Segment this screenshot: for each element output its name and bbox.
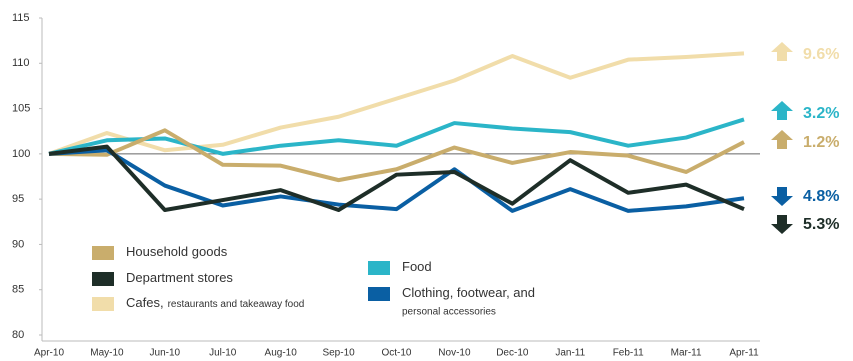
legend-label: Clothing, footwear, and (402, 285, 535, 300)
x-tick-label: Jun-10 (150, 348, 181, 359)
x-tick-label: Jan-11 (555, 348, 585, 359)
series-line (48, 128, 745, 183)
y-tick-label: 105 (12, 102, 30, 114)
x-tick-label: Oct-10 (381, 348, 411, 359)
series-line (48, 51, 745, 156)
x-tick-label: Apr-10 (34, 348, 64, 359)
legend-name: Department stores (126, 270, 233, 285)
legend-label: Cafes, restaurants and takeaway food (126, 295, 304, 310)
x-tick-label: Mar-11 (671, 348, 702, 359)
legend-name: Clothing, footwear, and (402, 285, 535, 300)
series-line (48, 144, 745, 213)
series-line (48, 117, 745, 156)
legend-swatch (92, 297, 114, 311)
x-tick-label: Apr-11 (729, 348, 759, 359)
change-arrow (771, 215, 793, 234)
change-label: 3.2% (803, 105, 839, 122)
change-arrow (771, 130, 793, 149)
x-tick-label: Nov-10 (438, 348, 471, 359)
legend-detail: restaurants and takeaway food (168, 299, 305, 310)
legend-label: Food (402, 259, 432, 274)
y-tick-label: 90 (12, 238, 24, 250)
change-arrow (771, 101, 793, 120)
legend-swatch (92, 246, 114, 260)
x-tick-label: Sep-10 (322, 348, 355, 359)
legend-name: Household goods (126, 244, 228, 259)
legend-label: Department stores (126, 270, 233, 285)
change-label: 1.2% (803, 134, 839, 151)
legend-detail: personal accessories (402, 307, 496, 318)
y-tick-label: 110 (12, 57, 30, 69)
x-tick-label: Aug-10 (265, 348, 298, 359)
legend-swatch (368, 261, 390, 275)
legend-label: Household goods (126, 244, 228, 259)
legend-swatch (92, 272, 114, 286)
x-tick-label: Jul-10 (209, 348, 237, 359)
legend-name: Food (402, 259, 432, 274)
change-label: 9.6% (803, 46, 839, 63)
y-tick-label: 115 (12, 12, 30, 24)
x-tick-label: Feb-11 (613, 348, 644, 359)
change-label: 4.8% (803, 188, 839, 205)
series-line (48, 148, 745, 213)
legend-swatch (368, 287, 390, 301)
y-tick-label: 80 (12, 329, 24, 341)
y-tick-label: 100 (12, 148, 30, 160)
legend-name: Cafes, (126, 295, 164, 310)
x-tick-label: Dec-10 (496, 348, 529, 359)
y-tick-label: 85 (12, 284, 24, 296)
change-arrow (771, 42, 793, 61)
change-label: 5.3% (803, 216, 839, 233)
y-tick-label: 95 (12, 193, 24, 205)
x-tick-label: May-10 (90, 348, 124, 359)
change-arrow (771, 187, 793, 206)
